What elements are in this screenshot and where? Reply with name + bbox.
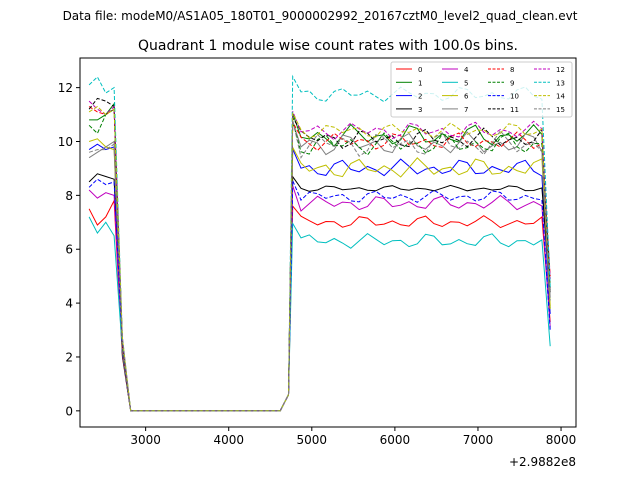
series-line-5 bbox=[88, 216, 551, 412]
series-line-7 bbox=[88, 121, 551, 412]
legend-label-9: 9 bbox=[510, 79, 514, 87]
x-tick-label: 5000 bbox=[297, 433, 328, 447]
legend-label-14: 14 bbox=[556, 93, 565, 101]
legend-label-5: 5 bbox=[464, 79, 468, 87]
y-tick-label: 6 bbox=[65, 243, 73, 257]
plot-frame bbox=[79, 57, 577, 428]
data-file-label: Data file: modeM0/AS1A05_180T01_90000029… bbox=[63, 9, 578, 23]
legend-label-8: 8 bbox=[510, 66, 514, 74]
x-tick-label: 6000 bbox=[380, 433, 411, 447]
series-line-4 bbox=[88, 185, 551, 412]
series-line-6 bbox=[88, 138, 551, 412]
x-tick-label: 8000 bbox=[546, 433, 577, 447]
legend-label-3: 3 bbox=[418, 106, 422, 114]
legend-label-4: 4 bbox=[464, 66, 469, 74]
x-offset-label: +2.9882e8 bbox=[509, 455, 576, 469]
series-line-3 bbox=[88, 173, 551, 412]
series-line-13 bbox=[88, 74, 551, 412]
series-layer bbox=[88, 74, 551, 412]
series-line-9 bbox=[88, 108, 551, 412]
legend-label-0: 0 bbox=[418, 66, 422, 74]
legend-label-11: 11 bbox=[510, 106, 519, 114]
chart-title: Quadrant 1 module wise count rates with … bbox=[138, 38, 518, 54]
legend-label-1: 1 bbox=[418, 79, 422, 87]
y-tick-label: 8 bbox=[65, 189, 73, 203]
series-line-2 bbox=[88, 143, 551, 412]
x-tick-label: 3000 bbox=[130, 433, 161, 447]
legend-box bbox=[390, 61, 573, 118]
x-tick-label: 4000 bbox=[213, 433, 244, 447]
x-tick-label: 7000 bbox=[463, 433, 494, 447]
legend-label-15: 15 bbox=[556, 106, 565, 114]
legend-label-10: 10 bbox=[510, 93, 519, 101]
legend-label-6: 6 bbox=[464, 93, 469, 101]
y-tick-label: 0 bbox=[65, 404, 73, 418]
y-tick-label: 4 bbox=[65, 297, 73, 311]
legend-label-12: 12 bbox=[556, 66, 565, 74]
series-line-0 bbox=[88, 198, 551, 412]
legend-label-13: 13 bbox=[556, 79, 565, 87]
series-line-1 bbox=[89, 102, 551, 412]
series-line-10 bbox=[88, 178, 551, 412]
series-line-15 bbox=[88, 119, 551, 412]
y-tick-label: 12 bbox=[58, 81, 73, 95]
y-tick-label: 10 bbox=[58, 135, 73, 149]
series-line-12 bbox=[88, 100, 551, 412]
y-tick-label: 2 bbox=[65, 350, 73, 364]
legend-label-7: 7 bbox=[464, 106, 468, 114]
legend-label-2: 2 bbox=[418, 93, 422, 101]
